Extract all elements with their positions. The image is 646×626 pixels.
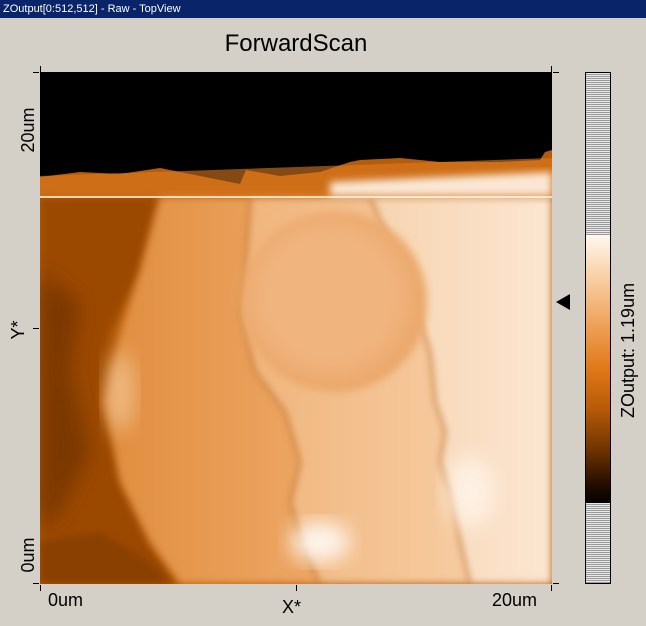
plot-title: ForwardScan (224, 30, 368, 57)
colorbar-overrange-bottom (586, 503, 610, 583)
y-axis-tick-bottom (33, 583, 39, 584)
x-axis-tick-mid (296, 585, 297, 591)
window-title: ZOutput[0:512,512] - Raw - TopView (3, 3, 181, 15)
x-axis-max-label: 20um (492, 590, 538, 610)
x-axis-tick-left (40, 585, 41, 591)
colorbar-label: ZOutput: 1.19um (618, 282, 638, 418)
x-axis-label: X* (282, 597, 302, 617)
colorbar[interactable] (585, 72, 611, 584)
y-axis-tick-bottom-right (553, 583, 559, 584)
y-axis-min-label: 0um (18, 537, 38, 573)
y-axis-tick-mid (33, 328, 39, 329)
triangle-left-icon[interactable] (556, 294, 570, 310)
x-axis-tick-right-top (551, 66, 552, 72)
y-axis-tick-top-right (553, 72, 559, 73)
colorbar-gradient (586, 235, 610, 503)
x-axis-min-label: 0um (48, 590, 84, 610)
y-axis-label: Y* (8, 320, 28, 340)
colorbar-overrange-top (586, 73, 610, 235)
window-titlebar[interactable]: ZOutput[0:512,512] - Raw - TopView (0, 0, 646, 18)
y-axis-max-label: 20um (18, 107, 38, 153)
afm-image[interactable] (40, 72, 552, 584)
x-axis-tick-left-top (40, 66, 41, 72)
x-axis-tick-right (551, 585, 552, 591)
y-axis-tick-top (33, 72, 39, 73)
afm-topography-image (40, 72, 552, 584)
